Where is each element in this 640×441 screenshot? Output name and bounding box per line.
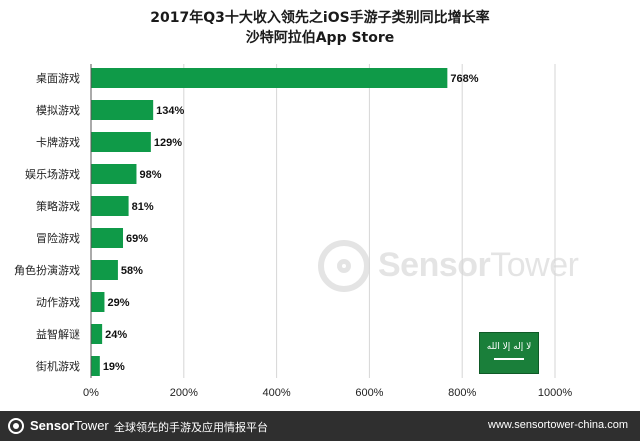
chart-title-line-1: 2017年Q3十大收入领先之iOS手游子类别同比增长率 (150, 10, 490, 26)
bar (91, 260, 118, 280)
chart-title-line-2: 沙特阿拉伯App Store (245, 30, 395, 46)
data-label: 24% (105, 329, 127, 341)
bar (91, 196, 129, 216)
data-label: 129% (154, 137, 182, 149)
footer-url[interactable]: www.sensortower-china.com (488, 419, 628, 431)
category-label: 街机游戏 (36, 359, 80, 373)
data-label: 19% (103, 361, 125, 373)
saudi-flag-icon: لا إله إلا الله (480, 333, 538, 373)
footer-slogan: 全球领先的手游及应用情报平台 (114, 421, 268, 434)
bar-chart: 桌面游戏 768% 模拟游戏 134% 卡牌游戏 129% 娱乐场游戏 98% 策略游戏 81% 冒… (14, 64, 572, 399)
bar (91, 324, 103, 344)
data-label: 98% (139, 169, 161, 181)
category-label: 冒险游戏 (36, 231, 80, 245)
bar (91, 164, 137, 184)
x-tick-label: 600% (355, 387, 383, 399)
x-tick-label: 1000% (538, 387, 572, 399)
category-label: 桌面游戏 (36, 72, 80, 85)
data-label: 134% (156, 105, 184, 117)
data-label: 69% (126, 233, 148, 245)
x-tick-label: 800% (448, 387, 476, 399)
chart-title: 2017年Q3十大收入领先之iOS手游子类别同比增长率 沙特阿拉伯App Sto… (0, 8, 640, 48)
bar (91, 292, 105, 312)
category-label: 娱乐场游戏 (25, 167, 80, 181)
category-label: 卡牌游戏 (36, 135, 80, 149)
x-tick-label: 0% (83, 387, 99, 399)
data-label: 29% (107, 297, 129, 309)
x-tick-label: 400% (263, 387, 291, 399)
flag-script: لا إله إلا الله (486, 342, 532, 352)
bar (91, 132, 151, 152)
data-label: 58% (121, 265, 143, 277)
footer-brand: SensorTower (30, 418, 109, 433)
bar (91, 228, 124, 248)
category-label: 动作游戏 (36, 296, 80, 309)
bar (91, 100, 154, 120)
sensortower-logo-icon (8, 418, 24, 434)
data-label: 81% (132, 201, 154, 213)
footer-bar: SensorTower 全球领先的手游及应用情报平台 www.sensortow… (0, 411, 640, 441)
category-label: 模拟游戏 (36, 103, 80, 117)
bar (91, 356, 100, 376)
x-tick-label: 200% (170, 387, 198, 399)
data-label: 768% (450, 73, 478, 85)
flag-sword (494, 358, 524, 360)
category-label: 角色扮演游戏 (14, 263, 80, 277)
bar (91, 68, 448, 88)
category-label: 策略游戏 (36, 199, 80, 213)
category-label: 益智解谜 (36, 327, 80, 341)
